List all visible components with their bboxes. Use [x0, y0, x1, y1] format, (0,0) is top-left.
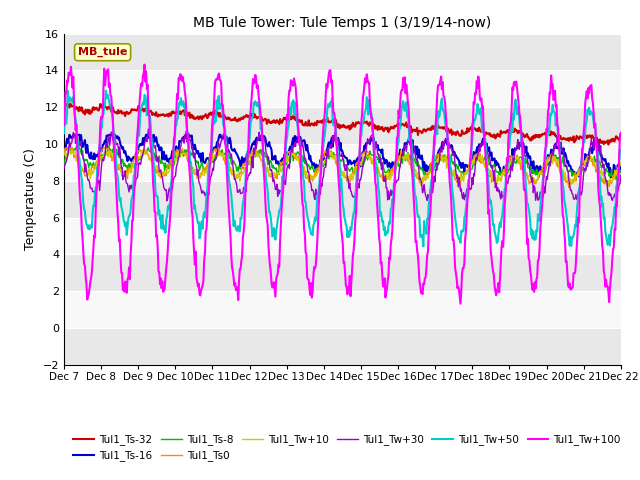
Bar [64, 34, 621, 71]
Bar [64, 291, 621, 328]
Bar [64, 71, 621, 107]
Bar [64, 144, 621, 181]
Text: MB_tule: MB_tule [78, 47, 127, 58]
Bar [64, 217, 621, 254]
Bar [64, 181, 621, 217]
Legend: Tul1_Ts-32, Tul1_Ts-16, Tul1_Ts-8, Tul1_Ts0, Tul1_Tw+10, Tul1_Tw+30, Tul1_Tw+50,: Tul1_Ts-32, Tul1_Ts-16, Tul1_Ts-8, Tul1_… [69, 430, 625, 466]
Bar [64, 107, 621, 144]
Bar [64, 254, 621, 291]
Title: MB Tule Tower: Tule Temps 1 (3/19/14-now): MB Tule Tower: Tule Temps 1 (3/19/14-now… [193, 16, 492, 30]
Y-axis label: Temperature (C): Temperature (C) [24, 148, 37, 250]
Bar [64, 328, 621, 365]
